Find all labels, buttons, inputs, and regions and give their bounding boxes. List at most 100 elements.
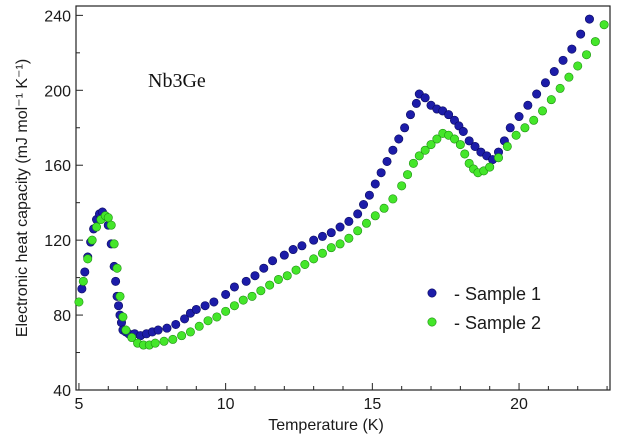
legend-marker-sample-1	[427, 288, 437, 298]
data-point-sample-2	[265, 280, 275, 290]
data-point-sample-2	[494, 153, 504, 163]
data-point-sample-2	[247, 291, 257, 301]
data-point-sample-2	[150, 338, 160, 348]
data-point-sample-1	[77, 284, 87, 294]
data-point-sample-1	[180, 314, 190, 324]
data-point-sample-2	[582, 50, 592, 60]
data-point-sample-2	[185, 327, 195, 337]
x-axis-ticks: 5 10 15 20	[74, 383, 608, 413]
data-point-sample-2	[309, 254, 319, 264]
data-point-sample-2	[282, 271, 292, 281]
compound-annotation: Nb3Ge	[148, 70, 206, 92]
y-tick-label-200: 200	[44, 83, 71, 100]
data-point-sample-2	[344, 233, 354, 243]
data-point-sample-1	[221, 289, 231, 299]
data-point-sample-1	[80, 267, 90, 277]
data-point-sample-2	[520, 123, 530, 133]
data-point-sample-2	[229, 301, 239, 311]
data-point-sample-1	[111, 276, 121, 286]
data-point-sample-2	[397, 181, 407, 191]
data-point-sample-2	[414, 151, 424, 161]
data-point-sample-2	[168, 334, 178, 344]
data-point-sample-2	[420, 145, 430, 155]
data-point-sample-1	[364, 190, 374, 200]
data-point-sample-1	[241, 276, 251, 286]
data-point-sample-2	[388, 194, 398, 204]
data-point-sample-1	[114, 301, 124, 311]
data-point-sample-1	[191, 304, 201, 314]
data-point-sample-2	[121, 325, 131, 335]
data-point-sample-1	[405, 110, 415, 120]
data-point-sample-1	[297, 241, 307, 251]
data-point-sample-1	[200, 301, 210, 311]
series-sample-2	[74, 20, 609, 350]
y-tick-label-160: 160	[44, 158, 71, 175]
data-point-sample-2	[87, 235, 97, 245]
data-point-sample-2	[432, 134, 442, 144]
data-point-sample-1	[514, 112, 524, 122]
legend-label-sample-2: - Sample 2	[454, 313, 541, 333]
data-point-sample-2	[408, 158, 418, 168]
data-point-sample-1	[326, 228, 336, 238]
data-point-sample-2	[115, 291, 125, 301]
data-point-sample-2	[194, 321, 204, 331]
data-point-sample-1	[153, 325, 163, 335]
legend-marker-sample-2	[427, 317, 437, 327]
data-point-sample-1	[549, 67, 559, 77]
data-point-sample-2	[564, 72, 574, 82]
y-tick-label-80: 80	[53, 308, 71, 325]
data-point-sample-2	[106, 220, 116, 230]
data-point-sample-1	[532, 89, 542, 99]
y-tick-label-240: 240	[44, 8, 71, 25]
data-point-sample-1	[209, 297, 219, 307]
data-point-sample-2	[426, 140, 436, 150]
legend: - Sample 1 - Sample 2	[427, 284, 541, 333]
data-point-sample-2	[83, 254, 93, 264]
data-point-sample-1	[309, 235, 319, 245]
data-point-sample-1	[359, 200, 369, 210]
data-point-sample-1	[344, 216, 354, 226]
data-point-sample-2	[573, 61, 583, 71]
x-axis-label: Temperature (K)	[268, 417, 384, 434]
data-point-sample-2	[460, 149, 470, 159]
data-point-sample-2	[127, 333, 137, 343]
data-point-sample-1	[250, 271, 260, 281]
x-tick-label-20: 20	[510, 396, 528, 413]
data-point-sample-1	[382, 156, 392, 166]
data-point-sample-1	[376, 168, 386, 178]
data-point-sample-2	[78, 276, 88, 286]
data-point-sample-2	[361, 218, 371, 228]
data-point-sample-2	[403, 170, 413, 180]
x-tick-label-5: 5	[74, 396, 83, 413]
data-point-sample-1	[584, 14, 594, 24]
data-point-sample-2	[291, 265, 301, 275]
y-axis-label: Electronic heat capacity (mJ mol⁻¹ K⁻¹)	[14, 59, 31, 337]
data-point-sample-1	[229, 282, 239, 292]
data-point-sample-2	[590, 37, 600, 47]
data-point-sample-1	[567, 44, 577, 54]
data-point-sample-2	[112, 263, 122, 273]
data-point-sample-1	[464, 136, 474, 146]
data-point-sample-2	[92, 222, 102, 232]
data-point-sample-2	[221, 306, 231, 316]
data-point-sample-2	[529, 115, 539, 125]
data-point-sample-2	[555, 83, 565, 93]
data-point-sample-2	[599, 20, 609, 30]
data-point-sample-2	[203, 316, 213, 326]
data-point-sample-1	[388, 145, 398, 155]
data-point-sample-2	[546, 95, 556, 105]
x-tick-label-15: 15	[363, 396, 381, 413]
data-point-sample-2	[74, 297, 84, 307]
data-point-sample-2	[103, 213, 113, 223]
data-point-sample-1	[420, 93, 430, 103]
data-point-sample-2	[273, 274, 283, 284]
data-point-sample-1	[576, 29, 586, 39]
data-point-sample-2	[300, 259, 310, 269]
data-point-sample-1	[353, 209, 363, 219]
y-tick-label-120: 120	[44, 233, 71, 250]
data-point-sample-1	[470, 141, 480, 151]
data-point-sample-1	[394, 134, 404, 144]
data-point-sample-1	[370, 179, 380, 189]
data-point-sample-1	[162, 323, 172, 333]
